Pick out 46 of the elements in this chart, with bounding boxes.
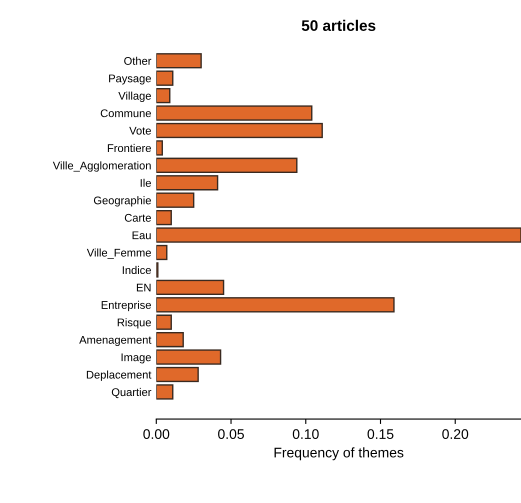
bar [156, 105, 312, 121]
y-tick-label: Paysage [109, 74, 151, 85]
chart-title: 50 articles [302, 20, 376, 32]
bar [156, 88, 170, 104]
x-tick-label: 0.00 [143, 429, 170, 439]
bar [156, 140, 163, 156]
y-tick-label: Ile [140, 178, 151, 187]
y-tick-label: Image [122, 353, 151, 364]
y-tick-label: Eau [132, 231, 151, 240]
bar [156, 70, 174, 86]
x-axis-title: Frequency of themes [274, 447, 404, 460]
y-tick-label: Village [118, 92, 151, 102]
y-tick-label: Ville_Femme [86, 248, 151, 259]
bar [156, 349, 222, 365]
y-tick-label: EN [136, 284, 151, 292]
bar [156, 122, 323, 138]
y-tick-label: Entreprise [102, 300, 151, 312]
bar [156, 384, 174, 400]
y-tick-label: Vote [129, 126, 151, 135]
bar [156, 280, 224, 296]
x-tick-label: 0.10 [292, 429, 319, 439]
bar [156, 244, 168, 260]
y-tick-label: Commune [100, 109, 151, 118]
bar [156, 366, 199, 382]
y-tick-label: Risque [118, 318, 151, 329]
bar [156, 158, 298, 174]
y-tick-label: Geographie [94, 196, 151, 207]
y-tick-label: Indice [122, 266, 151, 274]
y-tick-label: Other [124, 56, 152, 65]
x-tick-label: 0.05 [218, 429, 244, 439]
bar [156, 227, 521, 243]
bar [156, 53, 202, 68]
y-tick-label: Quartier [112, 388, 152, 398]
y-tick-label: Carte [124, 214, 151, 222]
y-tick-label: Ville_Agglomeration [52, 161, 151, 172]
bar [156, 314, 172, 330]
bar [156, 175, 218, 190]
y-tick-label: Frontiere [108, 144, 151, 152]
x-tick-label: 0.20 [442, 429, 468, 439]
bar [156, 297, 395, 312]
bar [156, 192, 194, 208]
bar [156, 210, 172, 226]
bar [156, 332, 184, 348]
y-tick-label: Amenagement [79, 336, 152, 346]
y-tick-label: Deplacement [86, 370, 152, 381]
x-tick-label: 0.15 [368, 429, 394, 439]
